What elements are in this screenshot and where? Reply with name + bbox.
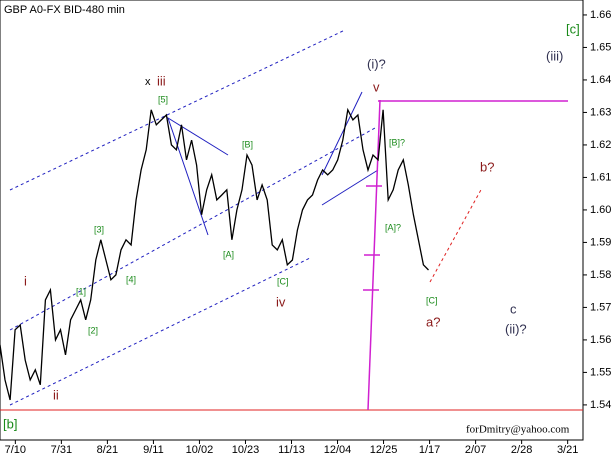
y-tick-label: 1.61: [590, 171, 611, 183]
y-tick-label: 1.57: [590, 301, 611, 313]
wave-label: [A]: [223, 249, 234, 259]
y-tick-label: 1.59: [590, 236, 611, 248]
wave-label: c: [510, 301, 517, 316]
wedge: [321, 91, 363, 176]
x-tick-label: 11/13: [278, 444, 305, 454]
wave-label: [3]: [94, 224, 104, 234]
plot-frame: [0, 0, 584, 441]
y-tick-label: 1.63: [590, 106, 611, 118]
x-tick-label: 1/17: [419, 444, 440, 454]
channel-line: [9, 29, 346, 191]
watermark: forDmitry@yahoo.com: [466, 424, 570, 436]
channel-line: [9, 257, 311, 406]
wave-label: [B]?: [389, 137, 405, 147]
wave-label: [2]: [88, 325, 98, 335]
price-line: [0, 107, 429, 401]
channels: [9, 29, 376, 406]
wave-label: (iii): [546, 48, 563, 63]
wave-label: [1]: [76, 286, 86, 296]
wedges: [167, 91, 379, 236]
x-tick-label: 7/31: [51, 444, 72, 454]
x-tick-label: 2/07: [465, 444, 486, 454]
wave-label: [4]: [126, 274, 136, 284]
x-tick-label: 12/25: [370, 444, 398, 454]
x-tick-label: 10/02: [186, 444, 214, 454]
wave-label: b?: [480, 159, 494, 174]
y-tick-label: 1.66: [590, 9, 611, 21]
wave-label: iii: [157, 73, 166, 88]
wave-label: [A]?: [385, 222, 401, 232]
wave-label: v: [373, 79, 380, 94]
wave-label: a?: [426, 314, 440, 329]
wedge: [167, 116, 229, 236]
wave-label: [C]: [426, 295, 438, 305]
x-tick-label: 7/10: [5, 444, 26, 454]
wave-label: i: [24, 273, 27, 288]
chart-title: GBP A0-FX BID-480 min: [4, 4, 125, 16]
wave-label: [c]: [566, 21, 580, 36]
x-tick-label: 10/23: [232, 444, 260, 454]
wave-labels: [c] (iii) x iii [5] (i)? v [B] [B]? b? i…: [3, 21, 580, 435]
wave-label: [5]: [158, 94, 168, 104]
projection-ticks: [363, 185, 382, 291]
y-tick-label: 1.56: [590, 334, 611, 346]
y-tick-label: 1.55: [590, 366, 611, 378]
x-tick-label: 3/21: [557, 444, 578, 454]
x-tick-label: 9/11: [143, 444, 164, 454]
wave-label: (i)?: [367, 56, 386, 71]
y-tick-label: 1.54: [590, 399, 611, 411]
y-tick-label: 1.62: [590, 139, 611, 151]
y-tick-label: 1.58: [590, 269, 611, 281]
wave-label: ii: [53, 387, 59, 402]
y-tick-label: 1.64: [590, 74, 611, 86]
wedge: [321, 169, 379, 206]
wave-label: [B]: [242, 139, 253, 149]
x-tick-label: 12/04: [324, 444, 352, 454]
x-tick-label: 8/21: [97, 444, 118, 454]
wave-label: x: [145, 76, 151, 88]
wave-label: (ii)?: [505, 321, 527, 336]
wave-label: [b]: [3, 416, 17, 431]
y-tick-label: 1.60: [590, 204, 611, 216]
x-tick-label: 2/28: [511, 444, 532, 454]
y-tick-label: 1.65: [590, 41, 611, 53]
wave-label: [C]: [277, 276, 289, 286]
wave-label: iv: [276, 294, 286, 309]
